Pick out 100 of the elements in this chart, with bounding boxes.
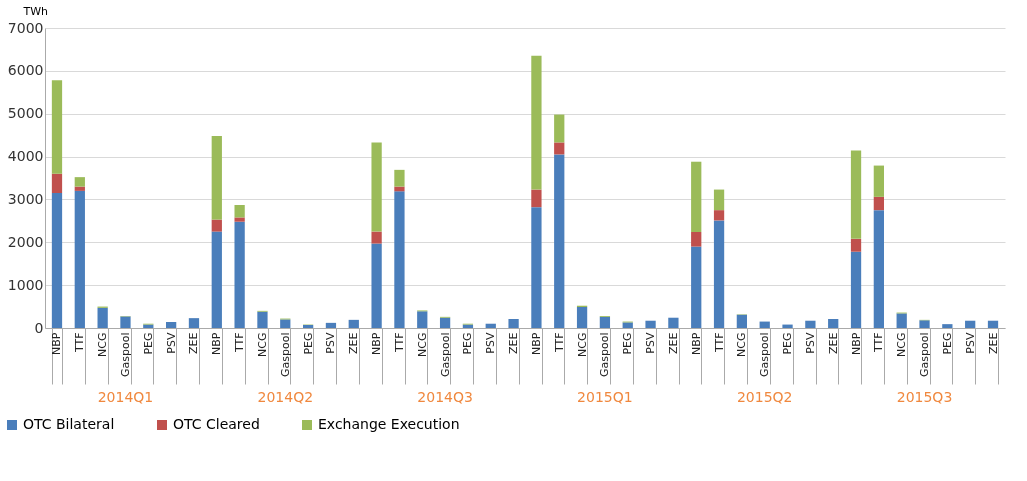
x-tick-label: Gaspool — [278, 332, 292, 377]
x-tick-label: TTF — [712, 332, 726, 354]
x-tick-label: NCG — [415, 332, 429, 357]
bar — [508, 319, 519, 328]
x-tick-label: NBP — [50, 332, 64, 355]
bar — [234, 217, 245, 222]
x-tick-label: NCG — [575, 332, 589, 357]
x-tick-label: ZEE — [187, 332, 201, 354]
bar — [576, 307, 588, 328]
bar — [691, 161, 702, 232]
bar — [74, 190, 85, 328]
bar — [805, 320, 816, 328]
x-tick-label: PSV — [963, 332, 977, 354]
bar — [211, 231, 222, 328]
bar — [554, 142, 565, 155]
x-tick-label: TTF — [552, 332, 566, 354]
x-tick-label: NCG — [96, 332, 110, 357]
legend-label: OTC Cleared — [173, 416, 260, 432]
x-tick-label: ZEE — [666, 332, 680, 354]
x-tick-label: NCG — [735, 332, 749, 357]
bar — [51, 193, 63, 328]
y-tick-label: 0 — [34, 319, 44, 336]
x-tick-label: TTF — [73, 332, 87, 354]
bar — [599, 316, 611, 328]
bar — [234, 221, 245, 328]
legend-label: Exchange Execution — [318, 416, 460, 432]
bar — [120, 316, 131, 328]
bar — [371, 231, 382, 244]
x-tick-label: NBP — [529, 332, 543, 355]
x-tick-label: NCG — [895, 332, 909, 357]
bar — [896, 313, 907, 328]
y-tick-label: 2000 — [7, 233, 44, 250]
bar — [371, 243, 382, 328]
bar — [668, 317, 679, 328]
y-tick-label: 1000 — [7, 276, 44, 293]
x-tick-label: PEG — [621, 332, 635, 355]
text: 2014Q2 — [257, 389, 314, 405]
x-tick-label: ZEE — [507, 332, 521, 354]
bar — [554, 114, 565, 143]
x-tick-label: TTF — [872, 332, 886, 354]
bar — [531, 207, 542, 328]
x-tick-label: PSV — [164, 332, 178, 354]
bar — [850, 238, 862, 252]
x-tick-label: NCG — [255, 332, 269, 357]
text: 2014Q3 — [417, 389, 473, 405]
bar — [51, 173, 63, 193]
x-tick-label: PSV — [484, 332, 498, 354]
x-tick-label: ZEE — [347, 332, 361, 354]
x-tick-label: Gaspool — [438, 332, 452, 377]
bar — [211, 136, 222, 220]
bar — [257, 311, 268, 328]
y-tick-label: 3000 — [7, 190, 44, 207]
x-tick-label: NBP — [210, 332, 224, 355]
bar — [987, 320, 999, 328]
bar — [691, 246, 702, 328]
bar — [645, 320, 656, 328]
x-tick-label: PEG — [301, 332, 315, 355]
legend-label: OTC Bilateral — [23, 416, 115, 432]
x-tick-label: Gaspool — [598, 332, 612, 377]
bar — [691, 232, 702, 247]
x-tick-label: TTF — [392, 332, 406, 354]
y-tick-label: 7000 — [7, 19, 44, 36]
bar — [919, 320, 930, 328]
text: 2015Q2 — [736, 389, 793, 405]
bar — [873, 210, 884, 328]
x-tick-label: Gaspool — [758, 332, 772, 377]
bar — [965, 320, 976, 328]
y-tick-label: 5000 — [7, 105, 44, 122]
x-tick-label: PSV — [803, 332, 817, 354]
bar — [97, 307, 108, 328]
x-tick-label: PSV — [324, 332, 338, 354]
bar — [439, 317, 451, 328]
bar — [828, 319, 839, 328]
x-tick-label: PEG — [940, 332, 954, 355]
bar — [188, 318, 200, 328]
bar — [850, 150, 862, 239]
bar — [554, 154, 565, 328]
x-tick-label: PEG — [141, 332, 155, 355]
bar — [394, 169, 405, 187]
bar — [873, 196, 884, 211]
bar — [394, 191, 405, 328]
bar — [51, 80, 63, 174]
bar — [74, 177, 85, 187]
bar — [713, 220, 725, 328]
bar — [417, 311, 428, 328]
x-tick-label: NBP — [689, 332, 703, 355]
text: 2015Q3 — [896, 389, 953, 405]
x-tick-label: NBP — [849, 332, 863, 355]
x-tick-label: PEG — [781, 332, 795, 355]
bar — [485, 323, 496, 328]
bar — [782, 324, 793, 328]
bar — [211, 219, 222, 232]
bar — [394, 186, 405, 192]
y-axis-title: TWh — [22, 4, 49, 18]
bar — [736, 314, 748, 328]
x-tick-label: PSV — [644, 332, 658, 354]
bar — [74, 186, 85, 191]
bar — [622, 322, 633, 328]
x-tick-label: PEG — [461, 332, 475, 355]
x-tick-label: Gaspool — [918, 332, 932, 377]
